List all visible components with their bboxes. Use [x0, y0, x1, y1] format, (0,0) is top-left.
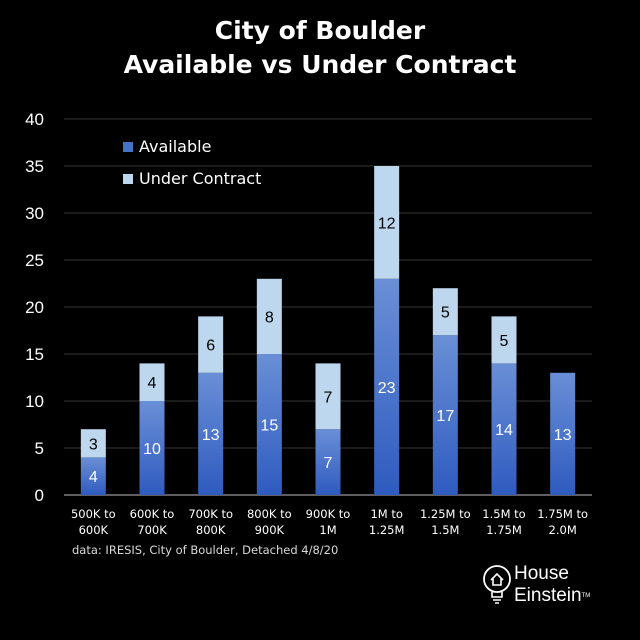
y-tick-label: 25 — [25, 251, 44, 270]
logo-tm: TM — [581, 593, 591, 599]
data-label: 23 — [378, 380, 396, 397]
bar-available — [80, 457, 106, 495]
x-tick-label: 1.5M — [431, 523, 459, 537]
y-tick-label: 40 — [25, 110, 44, 129]
legend-swatch — [123, 142, 133, 152]
bar-under-contract — [432, 288, 458, 336]
data-label: 7 — [324, 455, 333, 472]
bar-available — [550, 372, 576, 495]
lightbulb-house-icon — [483, 565, 511, 604]
bar-available — [432, 335, 458, 495]
x-tick-label: 600K to — [130, 507, 175, 521]
x-tick-label: 900K — [255, 523, 285, 537]
data-label: 14 — [495, 422, 513, 439]
data-label: 15 — [260, 418, 278, 435]
x-tick-label: 1.25M to — [420, 507, 471, 521]
x-tick-label: 500K to — [71, 507, 116, 521]
x-tick-label: 1M to — [370, 507, 402, 521]
data-label: 7 — [324, 389, 333, 406]
data-source-note: data: IRESIS, City of Boulder, Detached … — [72, 543, 339, 557]
logo-line2: Einstein — [514, 585, 582, 606]
x-tick-label: 1.5M to — [482, 507, 525, 521]
x-tick-label: 800K — [196, 523, 226, 537]
x-tick-label: 1M — [319, 523, 336, 537]
bar-available — [256, 354, 282, 495]
y-tick-label: 35 — [25, 157, 44, 176]
data-label: 13 — [202, 427, 220, 444]
bar-under-contract — [80, 429, 106, 458]
bar-under-contract — [315, 363, 341, 430]
x-tick-label: 800K to — [247, 507, 292, 521]
chart-title: City of Boulder Available vs Under Contr… — [0, 14, 640, 82]
x-tick-label: 700K to — [188, 507, 233, 521]
x-tick-label: 700K — [137, 523, 167, 537]
bar-available — [198, 372, 224, 495]
x-tick-label: 1.75M to — [537, 507, 588, 521]
y-tick-label: 0 — [35, 486, 44, 505]
legend-label: Available — [139, 137, 211, 156]
data-label: 5 — [441, 305, 450, 322]
y-tick-label: 5 — [35, 439, 44, 458]
bar-available — [374, 278, 400, 495]
data-label: 3 — [89, 436, 98, 453]
bar-under-contract — [491, 316, 517, 364]
bar-under-contract — [139, 363, 165, 401]
y-tick-label: 10 — [25, 392, 44, 411]
bar-under-contract — [374, 166, 400, 279]
data-label: 12 — [378, 215, 396, 232]
data-label: 10 — [143, 441, 161, 458]
bar-under-contract — [198, 316, 224, 373]
x-tick-label: 900K to — [306, 507, 351, 521]
y-tick-label: 15 — [25, 345, 44, 364]
data-label: 4 — [148, 375, 157, 392]
data-label: 17 — [436, 408, 454, 425]
title-line: City of Boulder — [214, 16, 426, 45]
bar-available — [139, 401, 165, 495]
subtitle-line: Available vs Under Contract — [123, 50, 517, 79]
bar-available — [491, 363, 517, 495]
bar-available — [315, 429, 341, 495]
x-tick-label: 2.0M — [549, 523, 577, 537]
data-label: 13 — [554, 427, 572, 444]
x-tick-label: 1.75M — [486, 523, 522, 537]
data-label: 8 — [265, 309, 274, 326]
house-einstein-logo: House EinsteinTM — [482, 563, 622, 611]
logo-line1: House — [514, 563, 569, 584]
x-tick-label: 1.25M — [369, 523, 405, 537]
data-label: 4 — [89, 469, 98, 486]
x-tick-label: 600K — [79, 523, 109, 537]
bar-under-contract — [256, 278, 282, 354]
data-label: 6 — [206, 338, 215, 355]
data-label: 5 — [500, 333, 509, 350]
y-tick-label: 20 — [25, 298, 44, 317]
legend-label: Under Contract — [139, 169, 261, 188]
legend-swatch — [123, 174, 133, 184]
y-tick-label: 30 — [25, 204, 44, 223]
